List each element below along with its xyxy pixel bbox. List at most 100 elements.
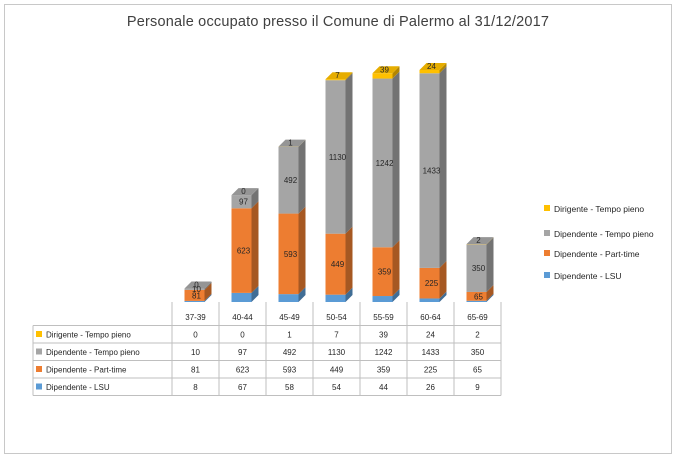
bar-dipendente-part-time-50-54-side <box>345 226 353 295</box>
value-label-dipendente-part-time-65-69: 65 <box>474 292 483 301</box>
table-cell-dipendente-tempo-pieno-60-64: 1433 <box>422 348 440 357</box>
value-label-dipendente-part-time-55-59: 359 <box>378 268 392 277</box>
value-label-dipendente-part-time-45-49: 593 <box>284 250 298 259</box>
bar-dipendente-lsu-55-59-side <box>392 289 400 302</box>
bar-dipendente-part-time-37-39-side <box>204 282 212 301</box>
bar-dipendente-tempo-pieno-45-49 <box>278 146 299 214</box>
bar-dipendente-lsu-37-39 <box>184 300 205 302</box>
bar-dipendente-part-time-60-64 <box>419 267 440 299</box>
value-label-dirigente-tempo-pieno-50-54: 7 <box>335 71 340 80</box>
table-header-60-64: 60-64 <box>420 313 441 322</box>
bar-dipendente-part-time-37-39 <box>184 289 205 301</box>
table-cell-dirigente-tempo-pieno-50-54: 7 <box>334 331 339 340</box>
bar-dipendente-tempo-pieno-60-64 <box>419 73 440 268</box>
table-row-label-dipendente-tempo-pieno: Dipendente - Tempo pieno <box>46 348 140 357</box>
bar-dipendente-tempo-pieno-37-39 <box>184 288 205 290</box>
legend-key-dipendente-part-time <box>544 250 550 256</box>
legend-label-dirigente-tempo-pieno: Dirigente - Tempo pieno <box>554 204 644 214</box>
legend-label-dipendente-tempo-pieno: Dipendente - Tempo pieno <box>554 229 654 239</box>
value-label-dipendente-tempo-pieno-60-64: 1433 <box>423 167 441 176</box>
bar-dirigente-tempo-pieno-50-54-side <box>345 72 353 81</box>
table-cell-dipendente-lsu-65-69: 9 <box>475 383 480 392</box>
table-header-65-69: 65-69 <box>467 313 488 322</box>
table-cell-dipendente-part-time-65-69: 65 <box>473 366 482 375</box>
table-cell-dipendente-part-time-40-44: 623 <box>236 366 250 375</box>
legend-key-dipendente-lsu <box>544 272 550 278</box>
value-label-dipendente-tempo-pieno-40-44: 97 <box>239 198 248 207</box>
bar-dirigente-tempo-pieno-55-59 <box>372 73 393 79</box>
bar-dipendente-tempo-pieno-45-49-side <box>298 139 306 214</box>
bar-dipendente-tempo-pieno-65-69-side <box>486 237 494 292</box>
table-key-dipendente-part-time <box>36 366 42 372</box>
bar-dipendente-tempo-pieno-55-59 <box>372 78 393 248</box>
bar-top-55-59 <box>372 66 400 74</box>
bar-dipendente-lsu-50-54 <box>325 294 346 302</box>
value-label-dipendente-tempo-pieno-55-59: 1242 <box>376 159 394 168</box>
bar-dipendente-tempo-pieno-65-69 <box>466 244 487 292</box>
bar-top-65-69 <box>466 237 494 245</box>
bar-dipendente-part-time-55-59-side <box>392 240 400 297</box>
value-label-dirigente-tempo-pieno-37-39: 0 <box>194 281 199 290</box>
bar-dipendente-tempo-pieno-50-54 <box>325 80 346 234</box>
table-row-label-dirigente-tempo-pieno: Dirigente - Tempo pieno <box>46 331 131 340</box>
table-header-55-59: 55-59 <box>373 313 394 322</box>
table-cell-dipendente-tempo-pieno-40-44: 97 <box>238 348 247 357</box>
value-label-dirigente-tempo-pieno-60-64: 24 <box>427 62 436 71</box>
table-cell-dipendente-lsu-40-44: 67 <box>238 383 247 392</box>
table-cell-dipendente-tempo-pieno-45-49: 492 <box>283 348 297 357</box>
legend: Dirigente - Tempo pieno Dipendente - Temp… <box>544 204 654 281</box>
table-cell-dipendente-part-time-60-64: 225 <box>424 366 438 375</box>
bar-dirigente-tempo-pieno-60-64 <box>419 70 440 74</box>
bar-dipendente-part-time-65-69-side <box>486 284 494 301</box>
table-key-dipendente-tempo-pieno <box>36 348 42 355</box>
table-header-40-44: 40-44 <box>232 313 253 322</box>
value-label-dipendente-part-time-60-64: 225 <box>425 279 439 288</box>
bars-group: 8110062397059349214491130735912423922514… <box>184 62 494 302</box>
bar-dipendente-part-time-50-54 <box>325 233 346 295</box>
bar-dipendente-lsu-60-64 <box>419 298 440 302</box>
table-cell-dirigente-tempo-pieno-60-64: 24 <box>426 331 435 340</box>
bar-dipendente-tempo-pieno-40-44-side <box>251 188 259 209</box>
bar-dipendente-part-time-40-44-side <box>251 201 259 293</box>
table-cell-dipendente-part-time-37-39: 81 <box>191 366 200 375</box>
value-label-dipendente-part-time-50-54: 449 <box>331 260 345 269</box>
table-cell-dirigente-tempo-pieno-65-69: 2 <box>475 331 480 340</box>
value-label-dirigente-tempo-pieno-55-59: 39 <box>380 65 389 74</box>
value-label-dipendente-tempo-pieno-37-39: 10 <box>192 285 201 294</box>
data-table: 37-39 40-44 45-49 50-54 55-59 60-64 65-69 Dirig… <box>32 302 502 396</box>
bar-top-60-64 <box>419 63 447 70</box>
table-header-37-39: 37-39 <box>185 313 206 322</box>
table-cell-dipendente-lsu-50-54: 54 <box>332 383 341 392</box>
value-label-dipendente-tempo-pieno-45-49: 492 <box>284 176 298 185</box>
table-header-50-54: 50-54 <box>326 313 347 322</box>
bar-dipendente-part-time-55-59 <box>372 247 393 297</box>
bar-dipendente-lsu-50-54-side <box>345 287 353 302</box>
chart-title: Personale occupato presso il Comune di P… <box>126 14 550 30</box>
bar-dipendente-lsu-60-64-side <box>439 291 447 302</box>
bar-dipendente-tempo-pieno-60-64-side <box>439 66 447 268</box>
bar-dipendente-part-time-45-49-side <box>298 206 306 295</box>
bar-dipendente-part-time-65-69 <box>466 291 487 301</box>
bar-dipendente-lsu-65-69 <box>466 300 487 302</box>
table-cell-dirigente-tempo-pieno-37-39: 0 <box>193 331 198 340</box>
bar-dipendente-tempo-pieno-50-54-side <box>345 73 353 234</box>
table-cell-dipendente-lsu-37-39: 8 <box>193 383 198 392</box>
table-header-45-49: 45-49 <box>279 313 300 322</box>
table-cell-dirigente-tempo-pieno-45-49: 1 <box>287 331 292 340</box>
bar-top-37-39 <box>184 281 212 289</box>
legend-key-dipendente-tempo-pieno <box>544 230 550 236</box>
bar-dipendente-part-time-40-44 <box>231 208 252 293</box>
bar-dipendente-lsu-55-59 <box>372 296 393 302</box>
table-cell-dipendente-tempo-pieno-37-39: 10 <box>191 348 200 357</box>
bar-dipendente-tempo-pieno-55-59-side <box>392 71 400 248</box>
bar-dipendente-lsu-40-44-side <box>251 285 259 302</box>
bar-dipendente-part-time-60-64-side <box>439 260 447 299</box>
value-label-dirigente-tempo-pieno-65-69: 2 <box>476 236 481 245</box>
bar-dirigente-tempo-pieno-55-59-side <box>392 66 400 79</box>
table-cell-dipendente-tempo-pieno-55-59: 1242 <box>375 348 393 357</box>
legend-label-dipendente-part-time: Dipendente - Part-time <box>554 249 640 259</box>
table-cell-dipendente-lsu-45-49: 58 <box>285 383 294 392</box>
table-cell-dipendente-part-time-55-59: 359 <box>377 366 391 375</box>
bar-dirigente-tempo-pieno-45-49-side <box>298 139 306 147</box>
